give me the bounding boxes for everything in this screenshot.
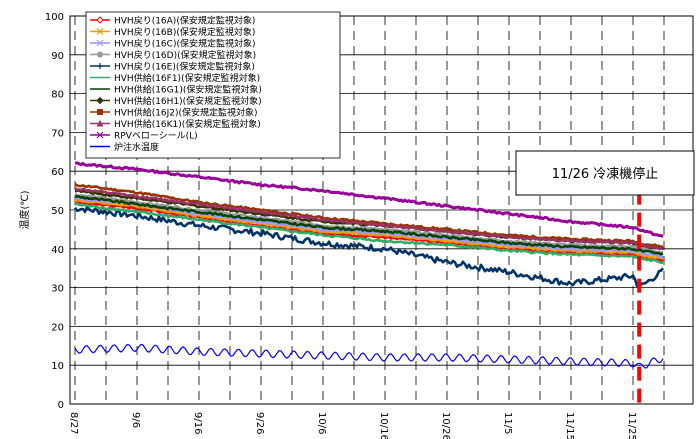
annotation: 11/26 冷凍機停止 bbox=[515, 150, 695, 404]
series-lines bbox=[73, 161, 665, 369]
series-line bbox=[74, 161, 664, 238]
plot-frame bbox=[69, 15, 694, 405]
y-tick-label: 60 bbox=[51, 167, 64, 178]
legend: HVH戻り(16A)(保安規定監視対象)HVH戻り(16B)(保安規定監視対象)… bbox=[85, 11, 341, 159]
legend-marker bbox=[96, 131, 104, 139]
x-tick-label: 10/16 bbox=[378, 412, 389, 439]
x-tick-label: 8/27 bbox=[68, 412, 79, 434]
annotation-text: 11/26 冷凍機停止 bbox=[552, 166, 659, 182]
series-line bbox=[73, 205, 665, 290]
y-tick-label: 0 bbox=[58, 400, 64, 411]
y-tick-label: 40 bbox=[51, 245, 64, 256]
x-tick-label: 11/25 bbox=[626, 412, 637, 439]
legend-marker bbox=[96, 39, 104, 47]
series-line bbox=[74, 343, 664, 369]
legend-marker bbox=[96, 120, 104, 127]
legend-label: HVH供給(16K1)(保安規定監視対象) bbox=[114, 118, 261, 130]
legend-marker bbox=[97, 109, 103, 115]
legend-label: RPVベローシール(L) bbox=[114, 132, 198, 142]
axes: 0 10 20 30 40 50 60 70 80 90 100 8/27 9/6 9/16 9/26 10/… bbox=[45, 12, 694, 439]
x-tick-label: 10/6 bbox=[316, 412, 327, 434]
y-tick-label: 50 bbox=[51, 206, 64, 217]
series-line bbox=[74, 202, 664, 264]
legend-marker bbox=[96, 16, 104, 24]
annotation-box bbox=[515, 150, 695, 196]
x-tick-label: 10/26 bbox=[440, 412, 451, 439]
legend-marker bbox=[96, 28, 104, 35]
legend-marker bbox=[97, 51, 103, 58]
x-tick-label: 9/6 bbox=[130, 412, 141, 428]
series-line bbox=[74, 195, 664, 256]
legend-label: HVH戻り(16E)(保安規定監視対象) bbox=[114, 61, 255, 73]
series-line bbox=[74, 187, 664, 251]
legend-label: HVH戻り(16A)(保安規定監視対象) bbox=[114, 15, 255, 27]
y-tick-label: 80 bbox=[51, 90, 64, 101]
legend-label: HVH供給(16F1)(保安規定監視対象) bbox=[114, 72, 260, 84]
legend-label: HVH戻り(16C)(保安規定監視対象) bbox=[114, 38, 255, 50]
legend-label: HVH供給(16H1)(保安規定監視対象) bbox=[114, 95, 262, 107]
y-tick-label: 20 bbox=[51, 322, 64, 333]
legend-label: HVH供給(16G1)(保安規定監視対象) bbox=[114, 84, 262, 96]
legend-label: 炉注水温度 bbox=[114, 141, 159, 153]
x-tick-label: 11/15 bbox=[564, 412, 575, 439]
y-tick-label: 100 bbox=[45, 12, 64, 23]
legend-marker bbox=[97, 63, 103, 69]
x-tick-label: 9/16 bbox=[192, 412, 203, 434]
y-tick-label: 70 bbox=[51, 128, 64, 139]
legend-label: HVH戻り(16D)(保安規定監視対象) bbox=[114, 49, 256, 61]
x-tick-label: 11/5 bbox=[502, 412, 513, 434]
y-tick-label: 10 bbox=[51, 361, 64, 372]
legend-label: HVH戻り(16B)(保安規定監視対象) bbox=[114, 26, 255, 38]
legend-marker bbox=[96, 96, 104, 105]
y-axis-label: 温度(℃) bbox=[18, 190, 31, 229]
x-tick-label: 9/26 bbox=[254, 412, 265, 434]
y-tick-label: 30 bbox=[51, 284, 64, 295]
y-tick-label: 90 bbox=[51, 51, 64, 62]
legend-label: HVH供給(16J2)(保安規定監視対象) bbox=[114, 107, 258, 119]
legend-box bbox=[85, 11, 341, 159]
